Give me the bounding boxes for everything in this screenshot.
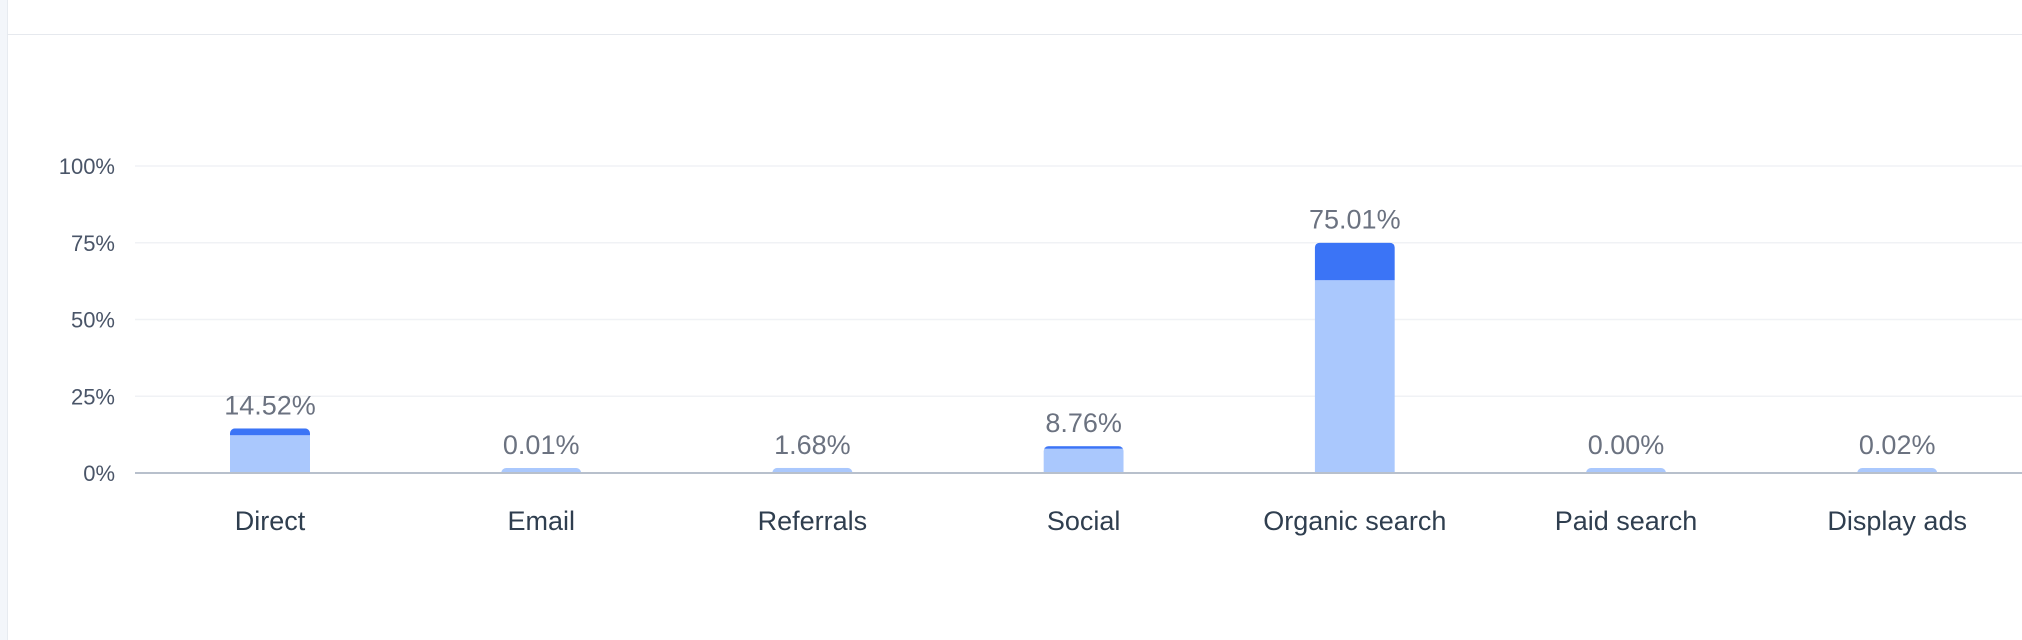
bar-segment-base <box>501 468 582 473</box>
x-tick-label: Organic search <box>1263 506 1446 536</box>
y-tick-label: 100% <box>59 154 115 179</box>
left-rail <box>0 0 8 640</box>
data-label: 8.76% <box>1045 408 1122 438</box>
bar-segment-base <box>1043 448 1124 473</box>
y-tick-label: 0% <box>83 461 115 486</box>
x-tick-label: Paid search <box>1555 506 1698 536</box>
bar-segment-top <box>230 428 310 436</box>
x-tick-label: Email <box>507 506 575 536</box>
top-divider <box>7 34 2022 35</box>
x-tick-label: Referrals <box>758 506 868 536</box>
x-tick-label: Display ads <box>1827 506 1967 536</box>
data-label: 0.01% <box>503 430 580 460</box>
bar-segment-base <box>230 435 310 473</box>
bar-segment-base <box>1314 280 1395 473</box>
bar-segment-top <box>1043 446 1124 449</box>
data-label: 75.01% <box>1309 205 1401 235</box>
data-label: 1.68% <box>774 430 851 460</box>
x-tick-label: Social <box>1047 506 1121 536</box>
y-tick-label: 50% <box>71 308 115 333</box>
bar-segment-base <box>772 467 853 473</box>
bar-segment-base <box>1857 468 1938 473</box>
y-tick-label: 25% <box>71 384 115 409</box>
bar-segment-base <box>1586 468 1666 473</box>
data-label: 0.02% <box>1859 430 1936 460</box>
bar-segment-top <box>1314 242 1395 281</box>
y-tick-label: 75% <box>71 231 115 256</box>
data-label: 0.00% <box>1588 430 1665 460</box>
data-label: 14.52% <box>224 390 316 420</box>
x-tick-label: Direct <box>235 506 306 536</box>
